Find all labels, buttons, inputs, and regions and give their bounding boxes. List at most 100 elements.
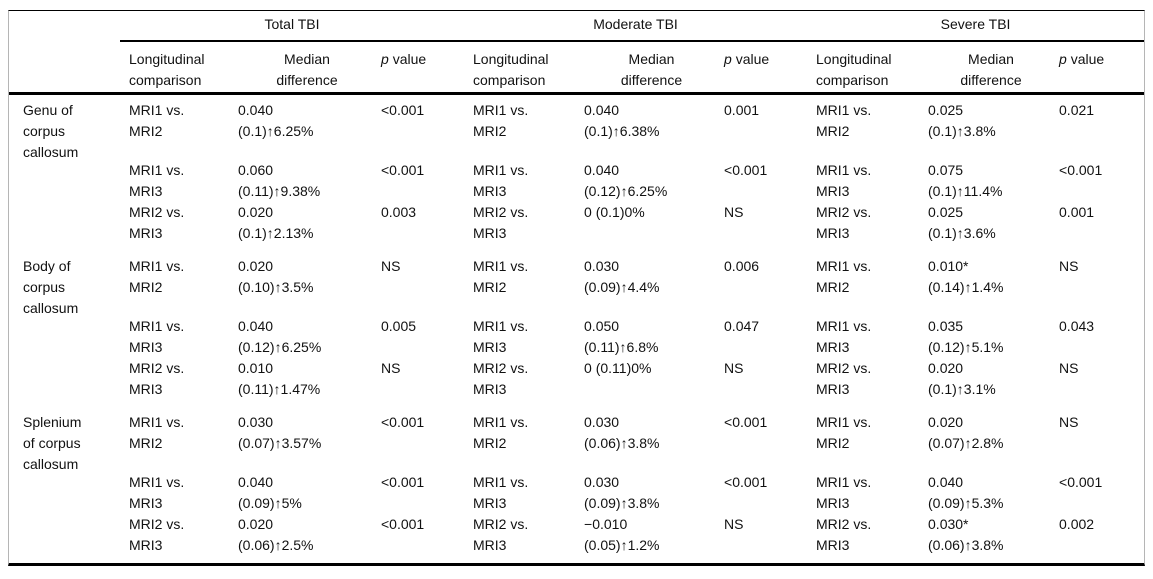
- median-difference-total-line: (0.11)↑1.47%: [238, 380, 321, 397]
- longitudinal-comparison-total-line: MRI1 vs.: [129, 101, 185, 118]
- longitudinal-comparison-total-line: MRI1 vs.: [129, 413, 185, 430]
- region-label-line: Genu of: [23, 101, 73, 118]
- median-difference-moderate: 0 (0.1)0%: [584, 202, 719, 251]
- region-label-line: corpus: [23, 122, 66, 139]
- longitudinal-comparison-moderate: MRI1 vs. MRI3: [464, 160, 584, 202]
- data-table: Total TBI Moderate TBI Severe TBI Longit…: [9, 11, 1145, 563]
- median-difference-severe-line: 0.075: [928, 161, 964, 178]
- longitudinal-comparison-severe: MRI2 vs. MRI3: [807, 358, 928, 407]
- longitudinal-comparison-moderate-line: MRI3: [473, 494, 507, 511]
- median-difference-severe: 0.025 (0.1)↑3.8%: [928, 93, 1054, 160]
- longitudinal-comparison-total-line: MRI2: [129, 434, 163, 451]
- p-value-severe: 0.001: [1059, 203, 1095, 220]
- median-difference-severe: 0.020 (0.07)↑2.8%: [928, 407, 1054, 472]
- longitudinal-comparison-moderate: MRI2 vs. MRI3: [464, 358, 584, 407]
- longitudinal-comparison-moderate-line: MRI3: [473, 338, 507, 355]
- longitudinal-comparison-total-line: MRI3: [129, 536, 163, 553]
- longitudinal-comparison-severe-line: MRI3: [816, 224, 850, 241]
- p-value-moderate: 0.001: [724, 101, 760, 118]
- median-difference-severe-line: (0.12)↑5.1%: [928, 338, 1004, 355]
- median-difference-severe-line: (0.1)↑11.4%: [928, 182, 1003, 199]
- longitudinal-comparison-severe-line: MRI1 vs.: [816, 413, 872, 430]
- longitudinal-comparison-moderate: MRI1 vs. MRI3: [464, 472, 584, 514]
- longitudinal-comparison-moderate-line: MRI1 vs.: [473, 101, 529, 118]
- longitudinal-comparison-total-line: MRI3: [129, 182, 163, 199]
- p-value-moderate: NS: [724, 515, 744, 532]
- median-difference-total-line: (0.06)↑2.5%: [238, 536, 314, 553]
- longitudinal-comparison-severe: MRI2 vs. MRI3: [807, 514, 928, 563]
- median-difference-severe-line: 0.030*: [928, 515, 969, 532]
- median-difference-total: 0.020 (0.10)↑3.5%: [238, 251, 376, 316]
- longitudinal-comparison-moderate: MRI2 vs. MRI3: [464, 514, 584, 563]
- table-row: Body of corpus callosum MRI1 vs. MRI2 0.020 (0…: [9, 251, 1144, 316]
- longitudinal-comparison-total-line: MRI2 vs.: [129, 515, 185, 532]
- longitudinal-comparison-moderate-line: MRI2 vs.: [473, 203, 529, 220]
- median-difference-moderate: 0.030 (0.09)↑3.8%: [584, 472, 719, 514]
- region-label-line: of corpus: [23, 434, 81, 451]
- longitudinal-comparison-moderate: MRI1 vs. MRI2: [464, 93, 584, 160]
- longitudinal-comparison-severe-line: MRI3: [816, 182, 850, 199]
- median-difference-total: 0.030 (0.07)↑3.57%: [238, 407, 376, 472]
- longitudinal-comparison-severe-line: MRI3: [816, 380, 850, 397]
- longitudinal-comparison-severe-line: MRI3: [816, 536, 850, 553]
- median-difference-severe: 0.035 (0.12)↑5.1%: [928, 316, 1054, 358]
- longitudinal-comparison-total: MRI2 vs. MRI3: [120, 202, 238, 251]
- median-difference-moderate-line: 0.030: [584, 413, 620, 430]
- colheader-line: comparison: [129, 72, 202, 88]
- median-difference-severe-line: 0.025: [928, 203, 964, 220]
- median-difference-moderate-line: (0.09)↑4.4%: [584, 278, 660, 295]
- colheader-median-severe: Median difference: [928, 41, 1055, 95]
- median-difference-moderate-line: 0.030: [584, 257, 620, 274]
- p-value-total: <0.001: [381, 101, 425, 118]
- region-label: Body of corpus callosum: [9, 251, 120, 407]
- median-difference-moderate-line: (0.11)↑6.8%: [584, 338, 659, 355]
- median-difference-moderate-line: 0.040: [584, 101, 620, 118]
- colheader-line: Longitudinal: [473, 51, 549, 67]
- tbi-longitudinal-comparison-table: Total TBI Moderate TBI Severe TBI Longit…: [8, 10, 1145, 566]
- median-difference-severe-line: 0.020: [928, 413, 964, 430]
- colheader-line: Median: [284, 51, 330, 67]
- region-label-line: Body of: [23, 257, 71, 274]
- median-difference-total: 0.040 (0.1)↑6.25%: [238, 93, 376, 160]
- median-difference-total-line: 0.020: [238, 203, 274, 220]
- longitudinal-comparison-severe-line: MRI2 vs.: [816, 515, 872, 532]
- colheader-line: difference: [960, 72, 1022, 88]
- longitudinal-comparison-severe-line: MRI1 vs.: [816, 101, 872, 118]
- median-difference-severe-line: (0.1)↑3.8%: [928, 122, 996, 139]
- median-difference-severe: 0.030* (0.06)↑3.8%: [928, 514, 1054, 563]
- longitudinal-comparison-severe-line: MRI1 vs.: [816, 473, 872, 490]
- longitudinal-comparison-moderate-line: MRI2 vs.: [473, 515, 529, 532]
- longitudinal-comparison-total-line: MRI3: [129, 380, 163, 397]
- longitudinal-comparison-severe: MRI1 vs. MRI3: [807, 160, 928, 202]
- median-difference-severe-line: (0.1)↑3.6%: [928, 224, 996, 241]
- colheader-median-total: Median difference: [238, 41, 376, 95]
- corner-cell: [9, 41, 120, 95]
- p-value-total: <0.001: [381, 515, 425, 532]
- longitudinal-comparison-total-line: MRI1 vs.: [129, 161, 185, 178]
- group-header-severe-tbi: Severe TBI: [807, 11, 1145, 42]
- median-difference-moderate: 0 (0.11)0%: [584, 358, 719, 407]
- group-header-row: Total TBI Moderate TBI Severe TBI: [9, 11, 1145, 42]
- region-label-line: Splenium: [23, 413, 82, 430]
- table-row: MRI1 vs. MRI3 0.040 (0.12)↑6.25% 0.005 MRI1 v…: [9, 316, 1144, 358]
- median-difference-severe-line: 0.025: [928, 101, 964, 118]
- p-value-severe: <0.001: [1059, 473, 1103, 490]
- median-difference-total-line: 0.040: [238, 473, 274, 490]
- longitudinal-comparison-severe-line: MRI2 vs.: [816, 359, 872, 376]
- longitudinal-comparison-total: MRI1 vs. MRI3: [120, 316, 238, 358]
- p-value-total: <0.001: [381, 473, 425, 490]
- colheader-line: comparison: [816, 72, 889, 88]
- p-value-severe: 0.002: [1059, 515, 1095, 532]
- median-difference-total-line: 0.020: [238, 515, 274, 532]
- colheader-line: Longitudinal: [816, 51, 892, 67]
- p-value-moderate: <0.001: [724, 473, 768, 490]
- longitudinal-comparison-moderate: MRI1 vs. MRI2: [464, 251, 584, 316]
- longitudinal-comparison-moderate-line: MRI1 vs.: [473, 317, 529, 334]
- p-word: value: [1070, 51, 1105, 67]
- longitudinal-comparison-severe: MRI1 vs. MRI2: [807, 251, 928, 316]
- longitudinal-comparison-severe-line: MRI2 vs.: [816, 203, 872, 220]
- longitudinal-comparison-severe-line: MRI2: [816, 434, 850, 451]
- p-value-total: 0.005: [381, 317, 417, 334]
- longitudinal-comparison-moderate-line: MRI2: [473, 278, 507, 295]
